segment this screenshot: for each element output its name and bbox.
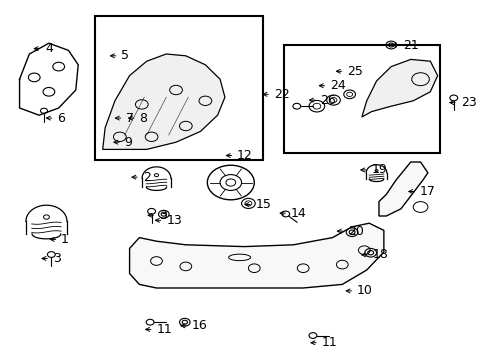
Text: 13: 13 <box>155 214 182 227</box>
Text: 18: 18 <box>361 248 387 261</box>
Text: 10: 10 <box>346 284 372 297</box>
Text: 25: 25 <box>336 65 362 78</box>
Text: 19: 19 <box>360 163 386 176</box>
Text: 11: 11 <box>310 336 337 349</box>
Text: 23: 23 <box>449 96 475 109</box>
Text: 16: 16 <box>181 319 207 332</box>
Text: 9: 9 <box>114 136 132 149</box>
Text: 24: 24 <box>319 79 345 92</box>
Text: 3: 3 <box>148 209 166 222</box>
Text: 15: 15 <box>244 198 271 211</box>
Text: 14: 14 <box>280 207 306 220</box>
Text: 8: 8 <box>128 112 147 125</box>
Text: 17: 17 <box>408 185 434 198</box>
Polygon shape <box>378 162 427 216</box>
Text: 7: 7 <box>115 112 134 125</box>
Text: 4: 4 <box>34 42 53 55</box>
Text: 21: 21 <box>392 39 418 51</box>
Polygon shape <box>361 59 437 117</box>
Text: 11: 11 <box>145 323 172 336</box>
Text: 26: 26 <box>309 94 335 107</box>
Polygon shape <box>129 223 383 288</box>
Polygon shape <box>102 54 224 149</box>
Text: 2: 2 <box>132 171 150 184</box>
Bar <box>283 45 439 153</box>
Text: 5: 5 <box>110 49 129 62</box>
Text: 1: 1 <box>50 233 69 246</box>
Text: 12: 12 <box>226 149 252 162</box>
Text: 3: 3 <box>42 252 61 265</box>
Text: 20: 20 <box>337 225 363 238</box>
Text: 6: 6 <box>46 112 65 125</box>
Text: 22: 22 <box>263 88 289 101</box>
Bar <box>95 16 263 160</box>
